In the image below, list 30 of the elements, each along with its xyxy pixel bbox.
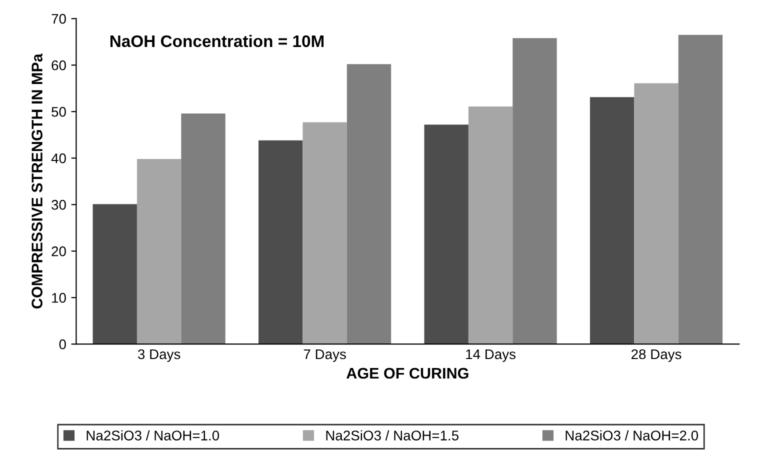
y-tick-label: 60 [52,60,66,70]
annotation: NaOH Concentration = 10M [110,34,324,48]
x-tick-label: 3 Days [138,349,180,362]
legend-label: Na2SiO3 / NaOH=1.0 [86,430,220,440]
y-tick-label: 10 [52,292,66,303]
y-tick-label: 50 [52,106,66,117]
bar [181,113,226,344]
y-tick-label: 70 [52,14,66,24]
y-tick-label: 30 [52,200,66,210]
legend-label: Na2SiO3 / NaOH=2.0 [566,430,698,440]
bar [346,64,392,344]
bar [302,122,347,344]
bar [468,106,513,344]
y-tick-label: 40 [51,153,66,164]
bar [634,83,678,344]
x-axis-title: AGE OF CURING [346,368,468,379]
x-tick-label: 14 Days [466,349,516,362]
y-axis-title: COMPRESSIVE STRENGTH IN MPa [32,53,42,308]
y-tick-label: 20 [52,246,66,256]
bar [512,38,557,344]
x-tick-label: 28 Days [631,349,682,362]
bar [424,124,468,344]
legend-label: Na2SiO3 / NaOH=1.5 [326,430,458,440]
bar [590,97,634,344]
bar [678,34,723,344]
y-tick-label: 0 [59,339,66,350]
bar [136,159,182,344]
bar [92,204,137,344]
x-tick-label: 7 Days [304,349,346,362]
bar [258,140,303,344]
